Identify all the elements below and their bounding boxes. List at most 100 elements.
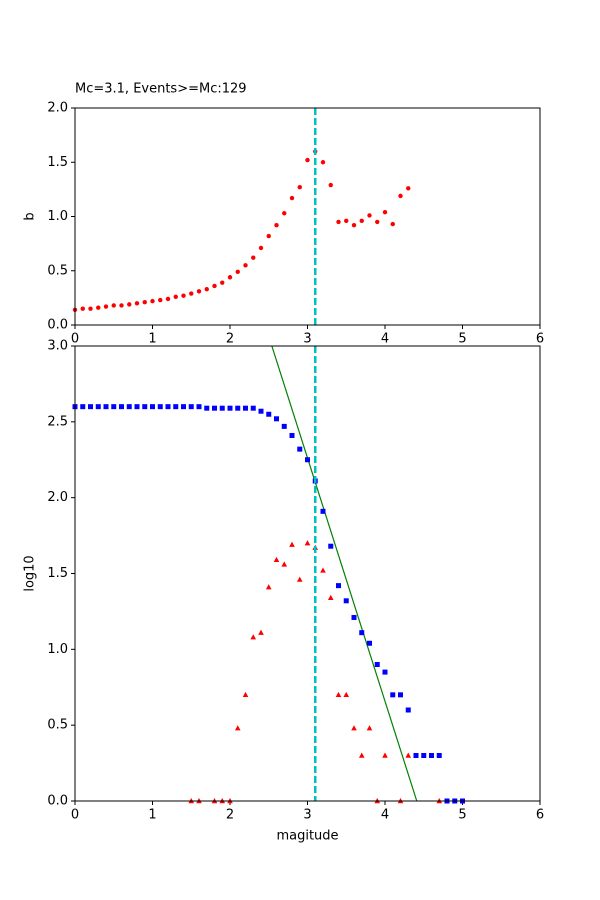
x-tick-label: 3 <box>303 332 311 347</box>
data-point <box>142 300 147 305</box>
x-tick-label: 4 <box>381 332 389 347</box>
data-point <box>103 404 109 410</box>
x-tick-label: 5 <box>458 332 466 347</box>
data-point <box>343 691 350 698</box>
data-point <box>173 294 178 299</box>
data-point <box>127 302 132 307</box>
x-tick-label: 3 <box>303 808 311 823</box>
data-point <box>359 630 365 636</box>
data-point <box>235 405 241 411</box>
data-point <box>274 416 279 422</box>
x-tick-label: 6 <box>536 808 544 823</box>
data-point <box>243 405 248 411</box>
data-point <box>227 275 233 280</box>
data-point <box>282 211 287 216</box>
data-point <box>220 280 225 285</box>
data-point <box>134 301 140 306</box>
data-point <box>367 213 372 218</box>
data-point <box>96 305 101 310</box>
data-point <box>111 303 116 308</box>
data-point <box>111 404 117 410</box>
data-point <box>289 195 295 201</box>
data-point <box>343 598 349 604</box>
data-point <box>273 556 280 563</box>
y-axis-label: b <box>23 212 38 220</box>
data-point <box>405 752 412 758</box>
data-point <box>366 725 373 731</box>
axes: Mc=3.1, Events>=Mc:129 b 0 1 2 3 4 5 6 0.0 0.5 1.0 1… <box>23 82 545 347</box>
data-point <box>258 408 264 414</box>
data-point <box>327 594 334 600</box>
data-point <box>281 561 288 567</box>
y-tick-label: 1.5 <box>47 566 68 581</box>
data-point <box>181 293 186 298</box>
data-point <box>181 404 186 410</box>
y-tick-label: 2.0 <box>47 490 68 505</box>
data-point <box>88 306 93 311</box>
data-point <box>95 404 101 410</box>
data-point <box>242 691 249 698</box>
data-point <box>80 404 86 410</box>
axes: log10 magitude 0 1 2 3 4 5 6 0.0 0.5 1.0 1.5 2.0 2.5 3.… <box>23 339 545 844</box>
x-tick-label: 1 <box>148 332 156 347</box>
data-point <box>429 753 434 758</box>
data-point <box>165 296 171 302</box>
data-point <box>188 404 194 410</box>
data-point <box>142 404 148 410</box>
data-point <box>336 583 341 589</box>
y-axis-label: log10 <box>23 555 38 591</box>
data-point <box>227 405 233 411</box>
data-point <box>304 540 311 546</box>
data-point <box>421 753 427 758</box>
data-point <box>173 404 179 410</box>
axes-frame <box>74 107 541 326</box>
y-tick-label: 2.0 <box>47 101 68 116</box>
data-point <box>157 404 163 410</box>
data-point <box>265 584 272 590</box>
data-point <box>289 541 295 547</box>
data-point <box>80 306 85 311</box>
data-point <box>266 233 271 239</box>
data-point <box>165 404 171 410</box>
data-point <box>258 629 264 635</box>
data-point <box>436 753 442 758</box>
data-point <box>375 219 380 225</box>
data-point <box>359 218 364 224</box>
y-tick-label: 1.5 <box>47 155 68 170</box>
data-point <box>344 218 349 224</box>
data-point <box>390 692 396 698</box>
data-point <box>305 157 310 163</box>
data-point <box>374 662 380 667</box>
data-point <box>235 269 240 275</box>
data-point <box>250 634 257 640</box>
x-tick-label: 0 <box>71 808 79 823</box>
y-tick-label: 2.5 <box>47 414 68 429</box>
data-point <box>150 404 155 410</box>
data-point <box>398 692 403 698</box>
data-point <box>266 411 272 417</box>
data-point <box>196 289 202 294</box>
x-axis-label: magitude <box>276 829 338 844</box>
data-point <box>204 286 209 292</box>
data-point <box>296 576 303 582</box>
data-point <box>382 669 388 675</box>
data-point <box>297 446 303 452</box>
data-point <box>297 185 302 190</box>
data-point <box>351 614 357 620</box>
x-tick-label: 6 <box>536 332 544 347</box>
data-point <box>150 298 155 304</box>
data-point <box>328 543 334 549</box>
x-tick-label: 2 <box>226 332 234 347</box>
data-point <box>398 193 403 199</box>
data-point <box>281 423 287 429</box>
data-point <box>351 222 357 228</box>
x-tick-label: 5 <box>458 808 466 823</box>
y-tick-label: 1.0 <box>47 209 68 224</box>
data-point <box>126 404 132 410</box>
data-point <box>119 404 124 410</box>
y-tick-label: 0.5 <box>47 263 68 278</box>
data-point <box>119 303 124 308</box>
data-point <box>335 691 342 698</box>
data-point <box>406 186 411 191</box>
